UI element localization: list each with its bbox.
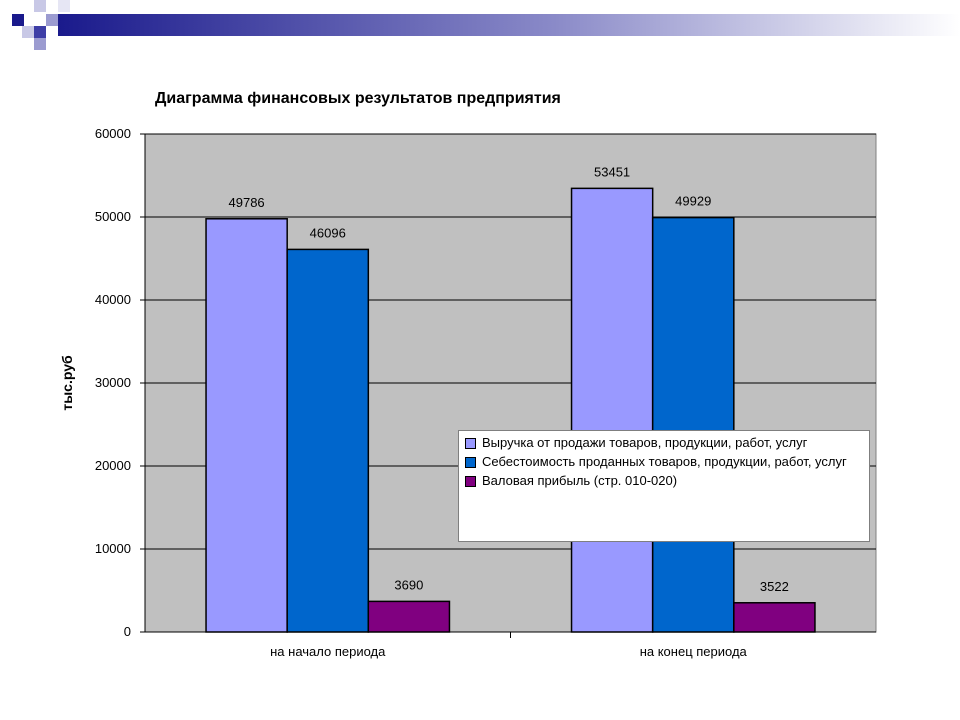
deco-square (34, 26, 46, 38)
data-label: 46096 (310, 225, 346, 240)
header-gradient-band (58, 14, 960, 36)
legend-item: Себестоимость проданных товаров, продукц… (465, 454, 861, 469)
legend-swatch (465, 438, 476, 449)
category-label: на начало периода (270, 644, 386, 659)
y-axis-label: тыс.руб (59, 355, 75, 411)
legend-item: Выручка от продажи товаров, продукции, р… (465, 435, 861, 450)
bar-series-3-start (367, 600, 451, 633)
legend-label: Себестоимость проданных товаров, продукц… (482, 454, 847, 469)
legend-label: Выручка от продажи товаров, продукции, р… (482, 435, 808, 450)
data-label: 53451 (594, 164, 630, 179)
data-label: 3690 (394, 577, 423, 592)
deco-square (12, 14, 24, 26)
y-tick-label: 30000 (95, 375, 131, 390)
data-label: 49786 (229, 195, 265, 210)
bar-series-1-start (205, 218, 288, 633)
y-tick-label: 50000 (95, 209, 131, 224)
chart-title: Диаграмма финансовых результатов предпри… (155, 90, 561, 107)
chart-legend: Выручка от продажи товаров, продукции, р… (458, 430, 870, 542)
data-label: 49929 (675, 194, 711, 209)
deco-square (34, 38, 46, 50)
deco-square (46, 14, 58, 26)
legend-label: Валовая прибыль (стр. 010-020) (482, 473, 678, 488)
slide-header-decoration (12, 0, 960, 50)
deco-square (58, 0, 70, 12)
y-tick-label: 0 (124, 624, 131, 639)
y-tick-label: 40000 (95, 292, 131, 307)
deco-square (34, 0, 46, 12)
data-label: 3522 (760, 579, 789, 594)
y-tick-label: 60000 (95, 126, 131, 141)
category-label: на конец периода (640, 644, 748, 659)
deco-square (22, 26, 34, 38)
bar-series-2-start (286, 248, 370, 633)
bar-series-1-end (570, 187, 654, 633)
legend-item: Валовая прибыль (стр. 010-020) (465, 473, 861, 488)
bar-series-2-end (651, 216, 735, 633)
bar-series-3-end (733, 602, 816, 633)
legend-swatch (465, 457, 476, 468)
legend-swatch (465, 476, 476, 487)
y-tick-label: 20000 (95, 458, 131, 473)
y-tick-label: 10000 (95, 541, 131, 556)
